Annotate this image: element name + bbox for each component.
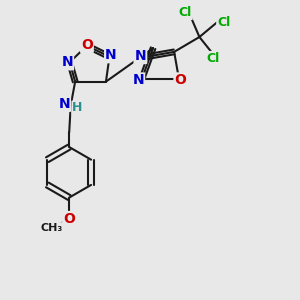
- Text: CH₃: CH₃: [40, 223, 62, 233]
- Text: H: H: [72, 101, 83, 114]
- Text: O: O: [175, 74, 186, 88]
- Text: Cl: Cl: [217, 16, 230, 28]
- Text: N: N: [61, 55, 73, 69]
- Text: O: O: [81, 38, 93, 52]
- Text: Cl: Cl: [206, 52, 219, 65]
- Text: N: N: [133, 74, 144, 88]
- Text: N: N: [58, 97, 70, 111]
- Text: O: O: [63, 212, 75, 226]
- Text: Cl: Cl: [178, 6, 192, 19]
- Text: N: N: [105, 48, 117, 62]
- Text: N: N: [135, 49, 146, 63]
